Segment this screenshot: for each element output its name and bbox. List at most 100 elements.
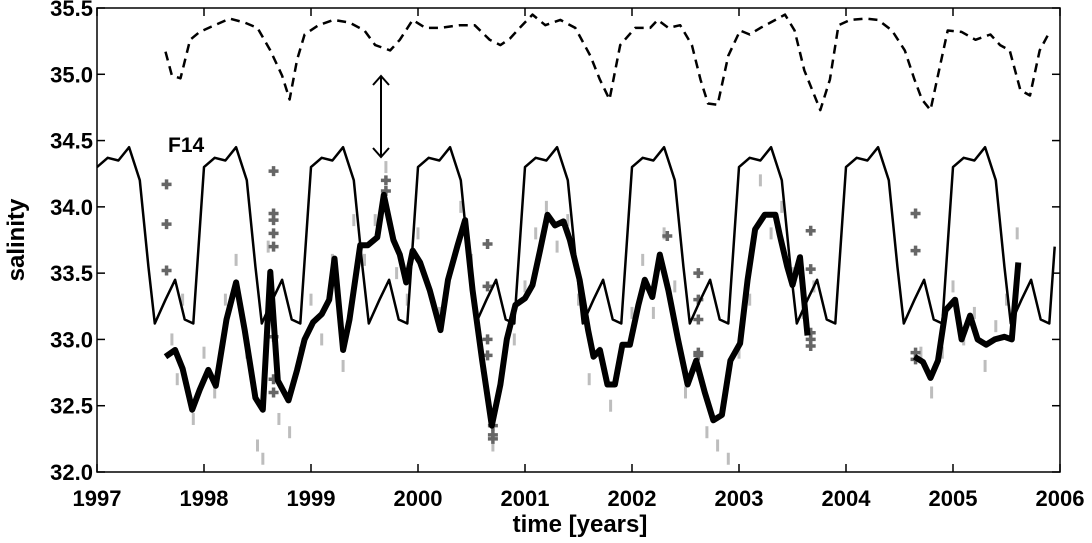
dot-marker bbox=[363, 253, 366, 266]
dot-marker bbox=[175, 373, 179, 386]
cross-marker bbox=[482, 281, 493, 292]
dot-marker bbox=[341, 359, 345, 372]
dot-marker bbox=[534, 227, 538, 240]
dot-marker bbox=[459, 200, 463, 213]
dot-marker bbox=[256, 439, 259, 452]
cross-marker bbox=[662, 231, 673, 242]
cross-marker bbox=[268, 215, 279, 226]
cross-marker bbox=[693, 314, 704, 325]
dot-marker bbox=[277, 412, 281, 425]
dot-marker bbox=[213, 386, 217, 399]
x-tick-label: 1999 bbox=[287, 486, 336, 511]
cross-marker bbox=[805, 225, 816, 236]
dot-marker bbox=[930, 386, 934, 399]
dot-marker bbox=[223, 293, 227, 306]
dot-marker bbox=[662, 227, 666, 240]
dot-marker bbox=[1005, 293, 1008, 306]
dot-marker bbox=[566, 214, 570, 227]
dot-marker bbox=[555, 240, 559, 253]
x-tick-label: 2000 bbox=[394, 486, 443, 511]
x-tick-label: 2006 bbox=[1036, 486, 1085, 511]
dot-marker bbox=[951, 280, 955, 293]
dot-marker bbox=[994, 320, 998, 333]
dot-marker bbox=[181, 293, 185, 306]
dot-marker bbox=[437, 306, 441, 319]
dot-marker bbox=[405, 293, 409, 306]
dot-marker bbox=[416, 227, 420, 240]
dot-marker bbox=[705, 426, 709, 439]
dot-marker bbox=[577, 293, 580, 306]
dot-marker bbox=[726, 452, 730, 465]
cross-marker bbox=[487, 433, 498, 444]
dot-marker bbox=[609, 399, 613, 412]
x-tick-label: 2002 bbox=[608, 486, 657, 511]
y-tick-label: 33.5 bbox=[50, 261, 93, 286]
dot-marker bbox=[352, 214, 356, 227]
dot-marker bbox=[170, 333, 174, 346]
y-tick-label: 32.5 bbox=[50, 394, 93, 419]
dot-marker bbox=[919, 346, 923, 359]
dot-marker bbox=[641, 253, 645, 266]
cross-marker bbox=[482, 238, 493, 249]
cross-marker bbox=[268, 228, 279, 239]
y-axis-label: salinity bbox=[3, 198, 30, 281]
cross-marker bbox=[805, 264, 816, 275]
line bbox=[164, 13, 1050, 112]
plot-area bbox=[97, 13, 1056, 465]
dot-marker bbox=[780, 200, 784, 213]
x-tick-label: 1997 bbox=[73, 486, 122, 511]
x-tick-label: 2003 bbox=[715, 486, 764, 511]
dot-marker bbox=[266, 240, 270, 253]
dot-marker bbox=[940, 346, 944, 359]
dot-marker bbox=[234, 253, 238, 266]
plot-frame bbox=[96, 7, 1061, 473]
cross-marker bbox=[268, 387, 279, 398]
annotation: F14 bbox=[168, 134, 205, 157]
line bbox=[163, 191, 811, 429]
cross-marker bbox=[161, 179, 172, 190]
cross-marker bbox=[268, 241, 279, 252]
y-tick-label: 34.5 bbox=[50, 129, 93, 154]
line bbox=[912, 262, 1022, 381]
dot-marker bbox=[684, 386, 687, 399]
cross-marker bbox=[161, 219, 172, 230]
cross-marker bbox=[910, 208, 921, 219]
x-tick-label: 2005 bbox=[929, 486, 978, 511]
dot-marker bbox=[737, 346, 741, 359]
dot-marker bbox=[373, 214, 377, 227]
dot-marker bbox=[791, 267, 794, 280]
dot-marker bbox=[512, 333, 516, 346]
x-tick-label: 2001 bbox=[501, 486, 550, 511]
y-tick-label: 35.0 bbox=[50, 62, 93, 87]
dot-marker bbox=[972, 306, 976, 319]
x-tick-label: 2004 bbox=[822, 486, 872, 511]
x-tick-label: 1998 bbox=[180, 486, 229, 511]
dot-marker bbox=[651, 306, 655, 319]
arrow bbox=[372, 74, 390, 159]
dot-marker bbox=[716, 439, 720, 452]
dot-marker bbox=[523, 280, 527, 293]
dot-marker bbox=[748, 293, 752, 306]
x-axis-label: time [years] bbox=[513, 511, 648, 538]
cross-marker bbox=[482, 334, 493, 345]
dot-marker bbox=[1015, 227, 1019, 240]
cross-marker bbox=[805, 341, 816, 352]
dot-marker bbox=[202, 346, 206, 359]
y-tick-label: 34.0 bbox=[50, 195, 93, 220]
dot-marker bbox=[384, 161, 388, 174]
dot-marker bbox=[587, 373, 591, 386]
dot-marker bbox=[673, 280, 677, 293]
dot-marker bbox=[191, 412, 195, 425]
y-tick-label: 32.0 bbox=[50, 460, 93, 485]
dot-marker bbox=[309, 293, 313, 306]
dot-marker bbox=[758, 174, 762, 187]
dot-marker bbox=[769, 227, 773, 240]
cross-marker bbox=[693, 268, 704, 279]
y-tick-label: 35.5 bbox=[50, 0, 93, 21]
dot-marker bbox=[630, 306, 634, 319]
dot-marker bbox=[320, 333, 324, 346]
dot-marker bbox=[288, 426, 292, 439]
cross-marker bbox=[380, 175, 391, 186]
